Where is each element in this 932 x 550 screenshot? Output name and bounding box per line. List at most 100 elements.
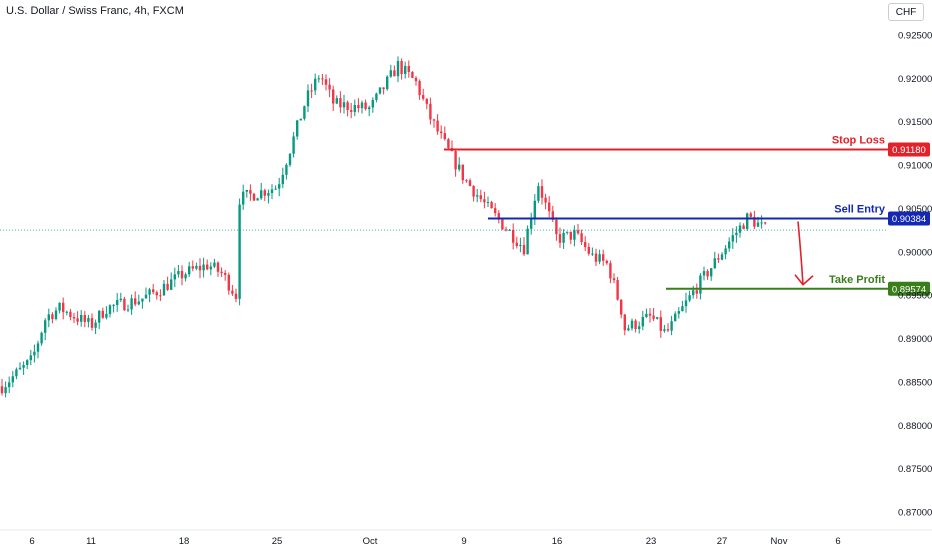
candle-body [76,318,79,322]
candle-body [98,310,101,323]
candle-body [418,81,421,96]
candle-body [591,253,594,255]
candle-body [684,300,688,307]
candle-body [173,274,176,280]
candle-body [558,234,562,243]
candle-body [548,202,551,212]
candle-body [249,189,252,194]
candle-body [760,222,763,224]
candle-body [440,131,443,134]
candle-body [724,248,727,255]
candle-body [292,136,295,154]
candle-body [306,90,310,107]
candle-body [486,202,490,204]
take-profit-price-tag [888,281,930,296]
take-profit-price-text: 0.89574 [892,284,926,295]
candle-body [134,298,137,305]
candle-body [126,309,130,311]
candle-body [436,120,439,132]
levels-layer: Stop Loss 0.91180 Sell Entry 0.90384 Take Pr… [0,134,930,296]
candle-body [692,290,695,296]
candle-body [252,193,256,201]
candle-body [8,382,11,388]
candle-body [501,219,504,230]
candle-body [645,313,648,318]
candle-body [40,332,43,344]
time-tick-label: 11 [86,536,96,547]
candle-body [141,298,144,302]
candle-body [728,241,731,249]
candles-layer [0,56,767,398]
candle-body [335,98,338,104]
candle-body [688,295,691,301]
candle-body [213,262,216,267]
candle-body [278,184,281,189]
candle-body [504,229,508,231]
candle-body [641,317,644,327]
candle-body [296,120,299,137]
candle-body [350,110,353,112]
candle-body [364,102,367,110]
candle-body [299,118,302,121]
candle-body [83,315,86,322]
stop-loss-label: Stop Loss [832,134,885,146]
candle-body [58,302,61,311]
candle-body [580,233,583,243]
price-tick-label: 0.90500 [898,204,932,215]
candle-body [324,79,328,85]
candle-body [544,197,547,203]
candle-body [267,193,270,196]
candle-body [62,302,65,313]
candle-body [328,84,331,90]
candle-body [303,106,306,119]
candle-body [22,364,25,368]
candle-body [177,270,180,275]
candle-body [717,258,720,260]
candle-body [634,320,637,330]
candle-body [627,328,630,331]
candle-body [112,304,115,306]
candle-body [609,263,612,279]
candle-body [224,272,227,275]
candle-body [447,139,450,148]
candle-body [742,225,745,230]
candle-body [458,164,461,170]
candle-body [245,189,248,192]
currency-button[interactable]: CHF [888,3,924,21]
candle-body [137,301,140,305]
candle-body [494,208,497,214]
candle-body [274,188,277,190]
candle-body [702,271,706,276]
candle-body [260,190,263,199]
time-tick-label: 6 [29,536,34,547]
candle-body [152,289,155,293]
take-profit-label: Take Profit [829,274,885,286]
candle-body [371,99,374,108]
candle-body [695,290,698,294]
candle-body [400,61,403,74]
candle-body [29,355,32,361]
candle-body [116,299,119,305]
candle-body [231,290,234,294]
candle-body [648,313,652,316]
candle-body [360,102,364,109]
candle-body [54,310,58,320]
sell-arrow-head [794,274,814,286]
candle-body [227,274,230,291]
candle-body [256,198,259,201]
price-tick-label: 0.92000 [898,74,932,85]
candle-body [605,260,608,264]
candle-body [202,264,205,271]
candle-body [429,103,432,120]
candle-body [170,279,173,290]
candle-body [584,242,587,247]
candle-body [26,360,29,365]
candle-body [368,107,371,110]
candle-body [47,314,50,321]
candle-body [72,317,76,319]
candle-body [652,315,655,319]
candle-body [461,164,464,181]
candle-body [108,305,112,314]
candle-body [353,105,356,112]
